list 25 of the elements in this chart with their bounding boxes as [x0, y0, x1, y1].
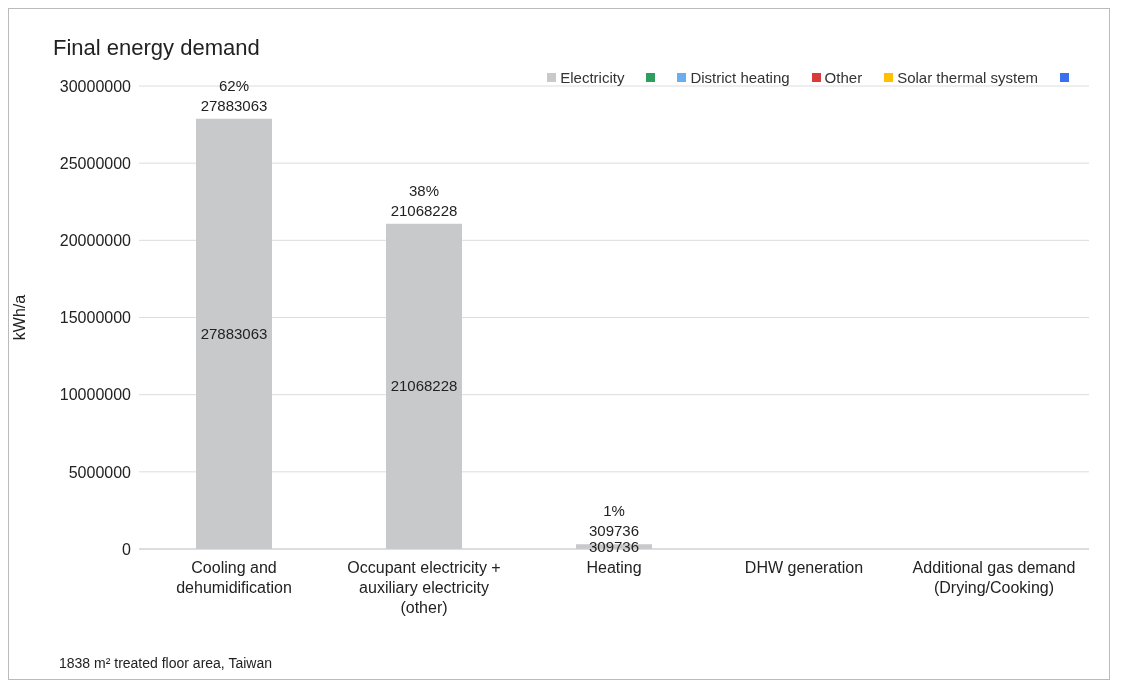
x-tick-label: Heating — [586, 559, 642, 576]
data-label: 27883063 — [200, 324, 268, 342]
data-label: 309736 — [588, 537, 640, 555]
legend-label: Other — [823, 69, 863, 86]
y-tick-label: 5000000 — [68, 463, 132, 481]
total-label: 62% 27883063 — [200, 76, 268, 114]
x-tick-label: Cooling and dehumidification — [176, 559, 292, 596]
y-tick-label: 25000000 — [59, 154, 132, 172]
y-tick-label: 15000000 — [59, 309, 132, 327]
total-label: 38% 21068228 — [390, 181, 458, 219]
y-tick-label: 30000000 — [59, 77, 132, 95]
legend-label: District heating — [689, 69, 790, 86]
y-tick-label: 10000000 — [59, 386, 132, 404]
y-tick-label: 20000000 — [59, 232, 132, 250]
x-tick-label: Occupant electricity + auxiliary electricity (other) — [347, 559, 501, 616]
legend-label: Electricity — [559, 69, 625, 86]
x-tick-label: DHW generation — [744, 559, 864, 576]
data-label: 21068228 — [390, 377, 458, 395]
y-axis-title: kWh/a — [10, 294, 28, 341]
y-tick-label: 0 — [122, 540, 132, 558]
chart-title: Final energy demand — [53, 35, 260, 61]
legend-label: Solar thermal system — [896, 69, 1038, 86]
x-tick-label: Additional gas demand (Drying/Cooking) — [912, 559, 1076, 596]
total-label: 1% 309736 — [588, 502, 640, 540]
text: 1838 m² treated floor area, Taiwan — [59, 655, 272, 671]
